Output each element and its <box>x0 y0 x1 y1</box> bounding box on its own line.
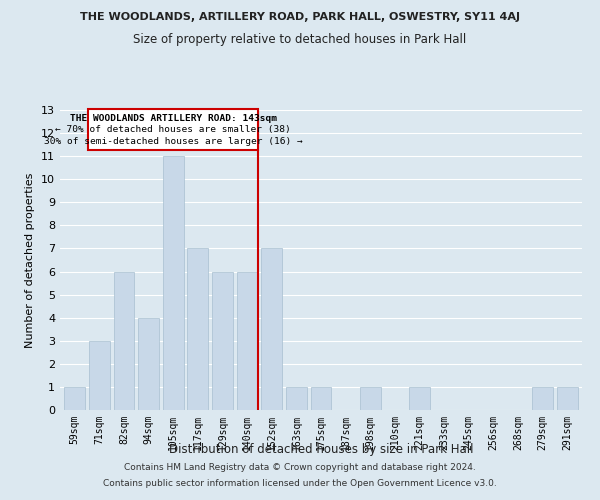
Bar <box>286 387 307 410</box>
Text: Size of property relative to detached houses in Park Hall: Size of property relative to detached ho… <box>133 32 467 46</box>
Text: THE WOODLANDS, ARTILLERY ROAD, PARK HALL, OSWESTRY, SY11 4AJ: THE WOODLANDS, ARTILLERY ROAD, PARK HALL… <box>80 12 520 22</box>
Text: Distribution of detached houses by size in Park Hall: Distribution of detached houses by size … <box>169 442 473 456</box>
Bar <box>360 387 381 410</box>
Bar <box>64 387 85 410</box>
Bar <box>138 318 159 410</box>
FancyBboxPatch shape <box>88 109 258 150</box>
Text: Contains public sector information licensed under the Open Government Licence v3: Contains public sector information licen… <box>103 478 497 488</box>
Text: Contains HM Land Registry data © Crown copyright and database right 2024.: Contains HM Land Registry data © Crown c… <box>124 464 476 472</box>
Bar <box>236 272 257 410</box>
Bar <box>311 387 331 410</box>
Bar <box>89 341 110 410</box>
Bar <box>409 387 430 410</box>
Text: THE WOODLANDS ARTILLERY ROAD: 143sqm: THE WOODLANDS ARTILLERY ROAD: 143sqm <box>70 114 277 122</box>
Bar <box>212 272 233 410</box>
Bar <box>261 248 282 410</box>
Bar <box>532 387 553 410</box>
Text: 30% of semi-detached houses are larger (16) →: 30% of semi-detached houses are larger (… <box>44 136 302 145</box>
Text: ← 70% of detached houses are smaller (38): ← 70% of detached houses are smaller (38… <box>55 125 291 134</box>
Bar <box>163 156 184 410</box>
Y-axis label: Number of detached properties: Number of detached properties <box>25 172 35 348</box>
Bar <box>113 272 134 410</box>
Bar <box>557 387 578 410</box>
Bar <box>187 248 208 410</box>
